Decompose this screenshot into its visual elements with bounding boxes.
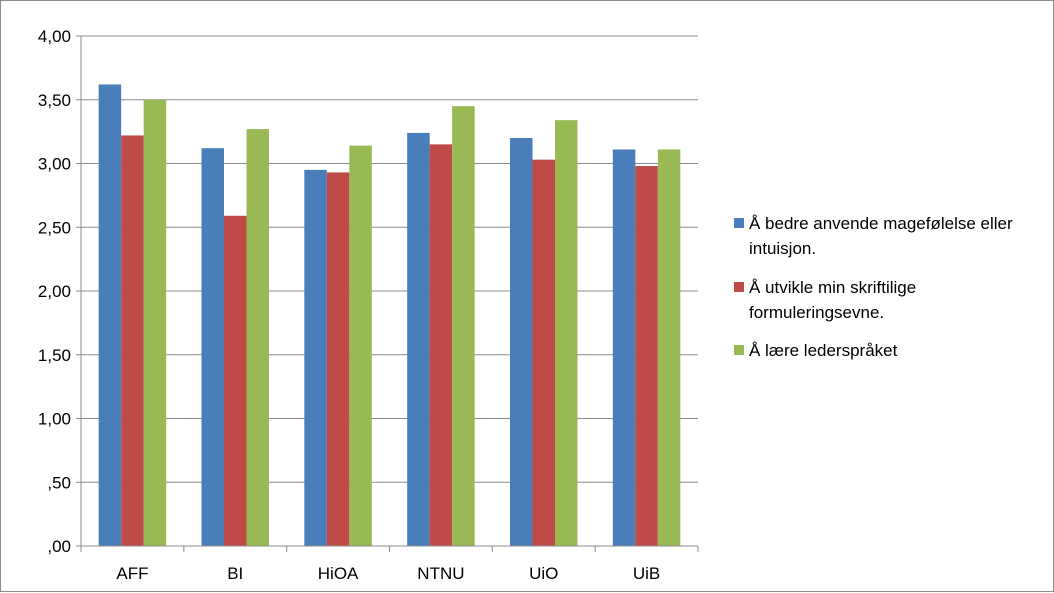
legend: Å bedre anvende magefølelse eller intuisj… [734, 214, 1013, 360]
bars [98, 84, 681, 547]
bar-uib-series-3 [657, 149, 681, 546]
x-category-label: UiO [529, 564, 558, 583]
x-category-label: UiB [633, 564, 660, 583]
axes: ,00 ,50 1,00 1,50 2,00 2,50 3,00 3,50 4,00 AFF BI H… [38, 27, 699, 583]
bar-bi-series-3 [246, 129, 269, 546]
legend-swatch-2 [734, 282, 744, 292]
bar-ntnu-series-3 [452, 106, 475, 546]
bar-aff-series-3 [143, 99, 167, 546]
bar-uio-series-2 [532, 159, 555, 547]
bar-hioa-series-2 [326, 172, 350, 547]
legend-swatch-1 [734, 218, 744, 228]
y-tick-label: 2,50 [38, 218, 71, 237]
legend-label: Å bedre anvende magefølelse eller [749, 214, 1013, 233]
legend-swatch-3 [734, 345, 744, 355]
bar-aff-series-2 [121, 135, 144, 546]
bar-uib-series-2 [635, 166, 658, 547]
legend-label: formuleringsevne. [749, 303, 884, 322]
y-tick-label: 2,00 [38, 282, 71, 301]
bar-hioa-series-1 [304, 169, 327, 546]
legend-label: Å utvikle min skriftilige [749, 278, 916, 297]
x-category-label: BI [227, 564, 243, 583]
bar-uio-series-1 [510, 138, 533, 546]
x-category-label: AFF [116, 564, 148, 583]
y-tick-label: ,00 [47, 537, 71, 556]
bar-uio-series-3 [555, 120, 578, 547]
x-category-label: NTNU [417, 564, 464, 583]
bar-hioa-series-3 [349, 145, 372, 546]
bar-bi-series-1 [201, 148, 224, 546]
y-tick-label: 3,50 [38, 91, 71, 110]
bar-ntnu-series-1 [407, 132, 430, 546]
legend-label: intuisjon. [749, 239, 816, 258]
gridlines [81, 35, 698, 483]
y-tick-label: 1,00 [38, 410, 71, 429]
y-tick-label: 3,00 [38, 155, 71, 174]
y-tick-label: 1,50 [38, 346, 71, 365]
x-category-label: HiOA [318, 564, 359, 583]
legend-label: Å lære lederspråket [749, 341, 898, 360]
bar-bi-series-2 [224, 215, 247, 546]
bar-aff-series-1 [98, 84, 122, 546]
bar-ntnu-series-2 [429, 144, 453, 546]
y-tick-label: 4,00 [38, 27, 71, 46]
bar-uib-series-1 [612, 149, 636, 546]
y-tick-label: ,50 [47, 473, 71, 492]
